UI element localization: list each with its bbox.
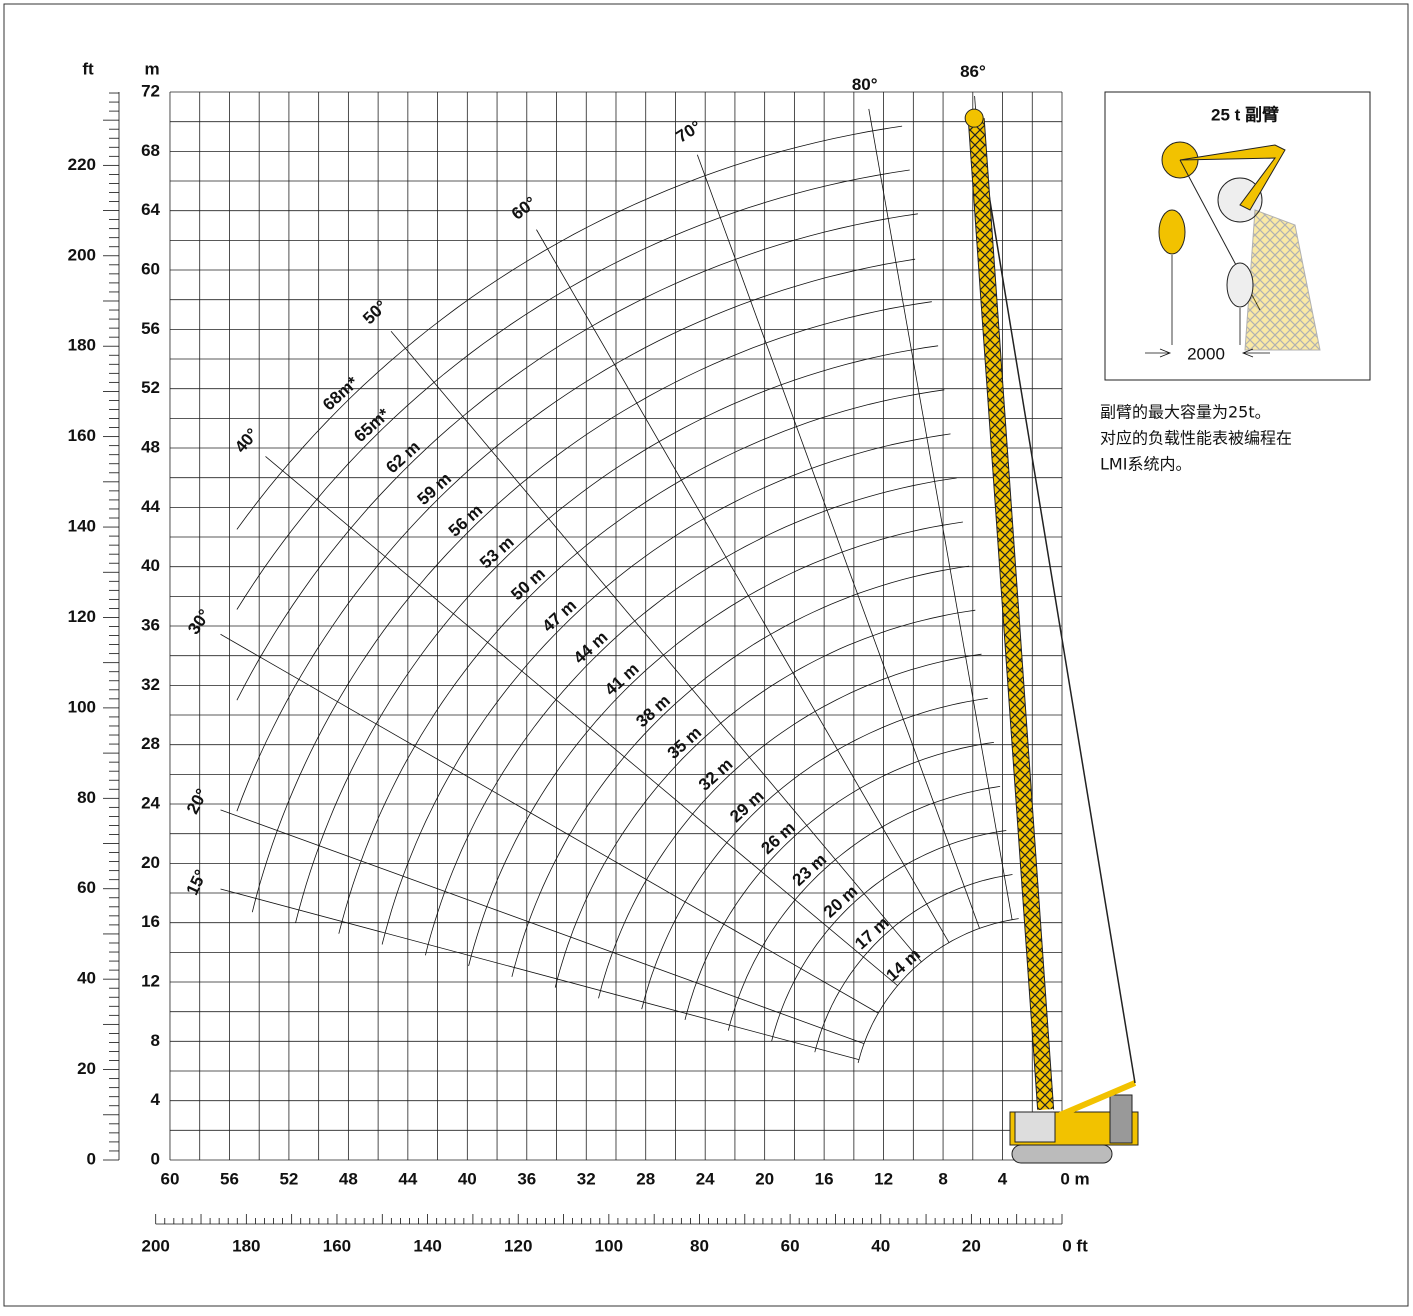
boom-head	[965, 109, 983, 127]
boom-angle-label: 70°	[673, 117, 705, 147]
y-ft-tick-label: 220	[68, 155, 96, 174]
boom-length-curve	[512, 566, 969, 977]
x-m-tick-label: 16	[815, 1169, 834, 1188]
boom-angle-label: 40°	[231, 424, 262, 456]
x-m-tick-label: 32	[577, 1169, 596, 1188]
y-m-tick-label: 64	[141, 200, 160, 219]
boom-length-curve	[237, 259, 915, 811]
y-m-tick-label: 12	[141, 971, 160, 990]
y-ft-tick-label: 180	[68, 336, 96, 355]
y-m-tick-label: 48	[141, 438, 160, 457]
y-m-tick-label: 72	[141, 82, 160, 101]
boom-angle-line	[391, 331, 921, 962]
y-m-tick-label: 68	[141, 141, 160, 160]
boom-angle-line	[266, 456, 898, 985]
y-m-tick-label: 52	[141, 378, 160, 397]
x-m-tick-label: 20	[755, 1169, 774, 1188]
x-ft-tick-label: 160	[323, 1236, 351, 1255]
x-ft-tick-label: 20	[962, 1236, 981, 1255]
x-ft-tick-label: 80	[690, 1236, 709, 1255]
y-m-tick-label: 60	[141, 260, 160, 279]
x-ft-tick-label: 40	[871, 1236, 890, 1255]
grid	[170, 92, 1062, 1160]
boom-angle-label: 30°	[184, 606, 214, 638]
x-m-tick-label: 40	[458, 1169, 477, 1188]
y-m-tick-label: 36	[141, 615, 160, 634]
inset-panel: 25 t 副臂 2000	[1105, 92, 1370, 380]
y-m-tick-label: 56	[141, 319, 160, 338]
boom-length-curve	[237, 126, 902, 529]
x-m-tick-label: 8	[938, 1169, 947, 1188]
y-ft-tick-label: 120	[68, 607, 96, 626]
boom-angle-label: 80°	[852, 75, 878, 94]
x-ft-tick-label: 100	[595, 1236, 623, 1255]
boom	[976, 118, 1045, 1109]
y-m-tick-label: 16	[141, 912, 160, 931]
x-m-tick-label: 52	[279, 1169, 298, 1188]
boom-angle-label: 60°	[508, 193, 540, 224]
y-ft-tick-label: 160	[68, 426, 96, 445]
x-m-tick-label: 60	[161, 1169, 180, 1188]
y-m-tick-label: 28	[141, 734, 160, 753]
x-ft-tick-label: 140	[413, 1236, 441, 1255]
x-ft-tick-label: 180	[232, 1236, 260, 1255]
note-line: 副臂的最大容量为25t。	[1100, 403, 1271, 422]
m-axis-label: m	[144, 59, 159, 78]
y-ft-tick-label: 200	[68, 245, 96, 264]
x-m-tick-label: 36	[517, 1169, 536, 1188]
boom-angle-line	[536, 230, 949, 943]
boom-angle-label: 86°	[960, 62, 986, 81]
boom-angle-line	[221, 889, 859, 1060]
y-m-tick-label: 0	[151, 1149, 160, 1168]
y-m-tick-label: 40	[141, 556, 160, 575]
crane-range-diagram: 25 t 副臂 2000 副臂的最大容量为25t。 对应的负载性能表被编程在 L…	[0, 0, 1413, 1311]
y-ft-tick-label: 0	[87, 1149, 96, 1168]
x-ft-tick-label: 0 ft	[1062, 1236, 1088, 1255]
x-m-tick-label: 4	[998, 1169, 1008, 1188]
boom-length-curve	[296, 346, 939, 923]
note-line: LMI系统内。	[1100, 455, 1191, 474]
x-m-tick-label: 28	[636, 1169, 655, 1188]
curves	[221, 96, 1033, 1063]
inset-title: 25 t 副臂	[1211, 104, 1279, 124]
boom-length-curve	[469, 522, 963, 966]
y-m-tick-label: 24	[141, 793, 160, 812]
ft-axis-label: ft	[82, 59, 94, 78]
note-line: 对应的负载性能表被编程在	[1100, 429, 1292, 448]
x-ft-tick-label: 60	[781, 1236, 800, 1255]
boom-edge	[984, 118, 1053, 1109]
x-ft-tick-label: 120	[504, 1236, 532, 1255]
boom-angle-label: 20°	[183, 785, 212, 817]
x-m-tick-label: 44	[398, 1169, 417, 1188]
boom-angle-label: 50°	[359, 296, 391, 328]
x-m-tick-label: 0 m	[1060, 1169, 1089, 1188]
y-m-tick-label: 44	[141, 497, 160, 516]
x-m-tick-label: 56	[220, 1169, 239, 1188]
y-ft-tick-label: 60	[77, 878, 96, 897]
x-m-tick-label: 24	[696, 1169, 715, 1188]
boom-length-curve	[728, 786, 1000, 1030]
y-m-tick-label: 20	[141, 853, 160, 872]
boom-length-curve	[685, 742, 994, 1020]
y-m-tick-label: 32	[141, 675, 160, 694]
x-m-tick-label: 48	[339, 1169, 358, 1188]
y-ft-tick-label: 80	[77, 788, 96, 807]
y-m-tick-label: 8	[151, 1031, 160, 1050]
y-ft-tick-label: 40	[77, 969, 96, 988]
y-ft-tick-label: 20	[77, 1059, 96, 1078]
inset-dimension: 2000	[1187, 344, 1225, 363]
x-ft-tick-label: 200	[142, 1236, 170, 1255]
y-ft-tick-label: 140	[68, 517, 96, 536]
boom-length-curve	[237, 214, 918, 700]
y-m-tick-label: 4	[151, 1090, 161, 1109]
x-m-tick-label: 12	[874, 1169, 893, 1188]
y-ft-tick-label: 100	[68, 697, 96, 716]
